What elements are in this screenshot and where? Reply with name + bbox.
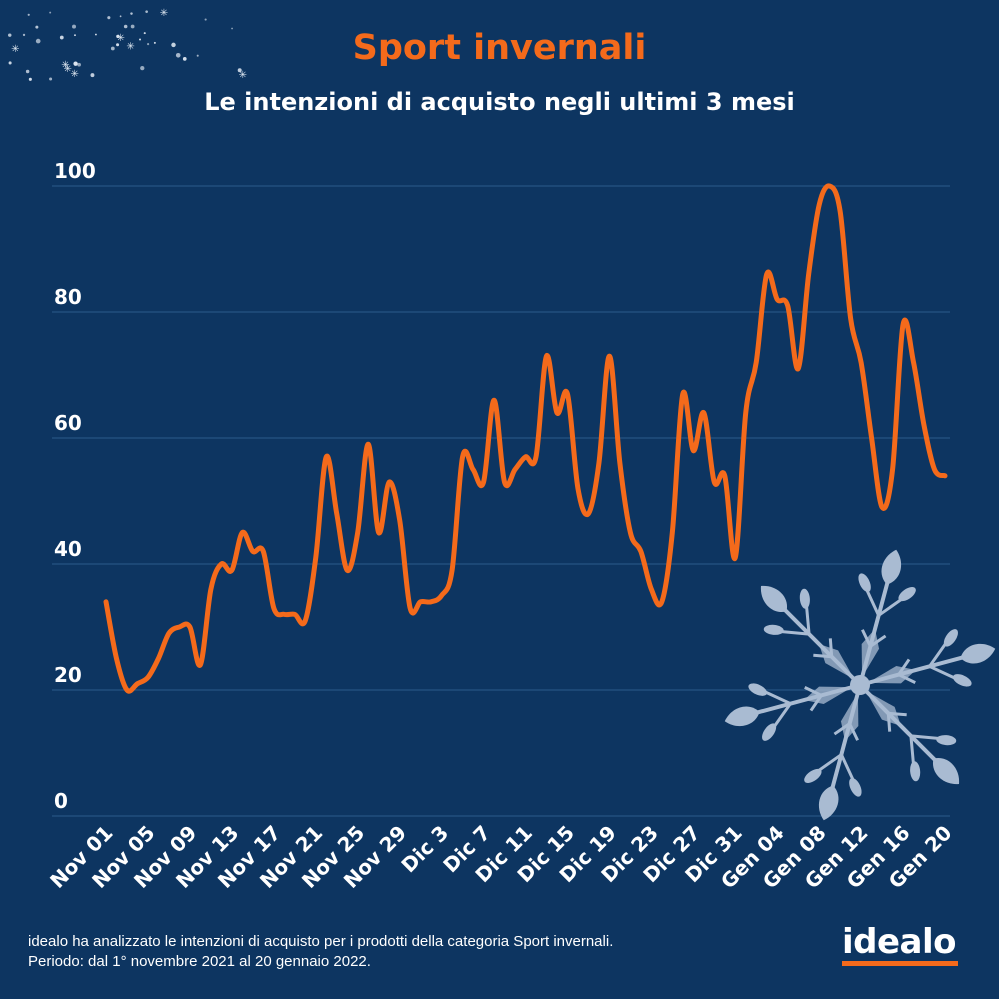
svg-text:✳: ✳ [63, 64, 71, 75]
y-tick-label: 100 [54, 159, 96, 183]
svg-text:✳: ✳ [70, 69, 78, 80]
series-line [103, 183, 948, 694]
y-axis: 0 20 40 60 80 100 [54, 159, 96, 813]
svg-text:✳: ✳ [116, 33, 124, 44]
y-tick-label: 60 [54, 411, 82, 435]
svg-text:✳: ✳ [126, 41, 134, 52]
stars-icon: ✳✳✳✳✳✳✳✳ [8, 8, 247, 81]
y-tick-label: 0 [54, 789, 68, 813]
y-tick-label: 20 [54, 663, 82, 687]
page-title: Sport invernali [352, 28, 647, 68]
y-tick-label: 80 [54, 285, 82, 309]
svg-text:✳: ✳ [11, 44, 19, 55]
brand-logo: idealo [842, 922, 957, 962]
x-tick-label: Dic 3 [396, 821, 453, 878]
svg-text:✳: ✳ [239, 70, 247, 81]
svg-text:✳: ✳ [61, 60, 69, 71]
chart-grid [52, 185, 950, 817]
brand-underline [842, 961, 958, 966]
svg-text:✳: ✳ [160, 8, 168, 19]
page-subtitle: Le intenzioni di acquisto negli ultimi 3… [204, 88, 795, 116]
snowflake-icon [724, 549, 996, 821]
footnote: idealo ha analizzato le intenzioni di ac… [28, 933, 614, 970]
y-tick-label: 40 [54, 537, 82, 561]
